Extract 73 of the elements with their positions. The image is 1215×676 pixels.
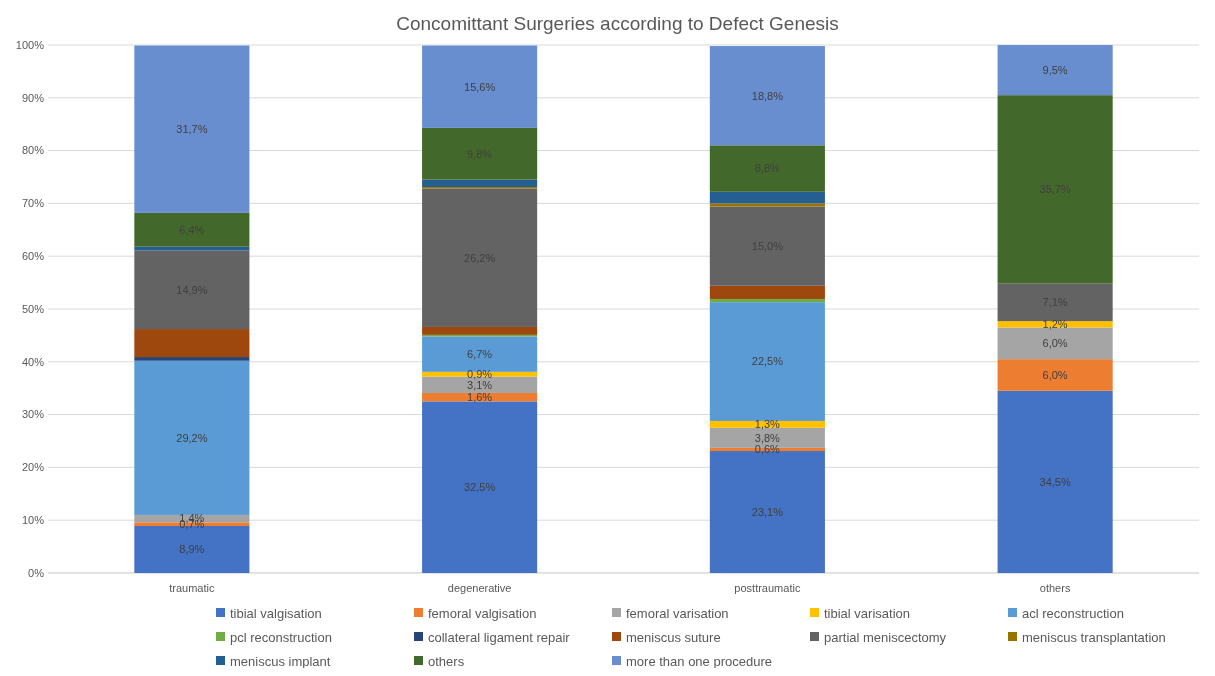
bar bbox=[709, 285, 825, 299]
x-tick-label: others bbox=[1039, 582, 1071, 594]
data-label: 31,7% bbox=[176, 123, 208, 136]
bar bbox=[709, 203, 825, 207]
data-label: 1,3% bbox=[754, 418, 781, 431]
bar bbox=[422, 45, 538, 128]
y-tick-label: 20% bbox=[21, 461, 45, 474]
data-label: 29,2% bbox=[176, 431, 208, 444]
y-tick-label: 60% bbox=[21, 250, 45, 263]
bar bbox=[997, 95, 1113, 284]
data-label: 1,6% bbox=[467, 391, 493, 404]
data-label: 8,9% bbox=[179, 543, 205, 556]
data-label: 3,1% bbox=[467, 378, 493, 391]
legend-label: tibial valgisation bbox=[230, 605, 322, 621]
bar bbox=[709, 302, 825, 421]
bar bbox=[134, 45, 250, 213]
legend-label: pcl reconstruction bbox=[230, 629, 332, 645]
bar bbox=[422, 127, 538, 180]
y-tick-label: 80% bbox=[21, 144, 45, 157]
y-tick-label: 40% bbox=[21, 355, 45, 368]
bar bbox=[709, 298, 825, 303]
bar bbox=[997, 283, 1113, 322]
bar bbox=[709, 191, 825, 204]
bar bbox=[422, 336, 538, 372]
bar bbox=[709, 206, 825, 286]
data-label: 1,2% bbox=[1042, 318, 1068, 331]
data-label: 6,7% bbox=[467, 347, 493, 360]
x-tick-label: degenerative bbox=[447, 582, 512, 594]
bar bbox=[422, 326, 538, 335]
y-tick-label: 100% bbox=[15, 38, 45, 51]
data-label: 9,5% bbox=[1042, 63, 1068, 76]
bar bbox=[134, 360, 250, 515]
bar bbox=[997, 390, 1113, 573]
data-label: 6,0% bbox=[1042, 337, 1068, 350]
legend-label: meniscus implant bbox=[230, 653, 331, 669]
bar bbox=[422, 401, 538, 573]
legend-label: meniscus transplantation bbox=[1022, 629, 1166, 645]
bar bbox=[997, 359, 1113, 391]
bar bbox=[422, 188, 538, 327]
bar bbox=[422, 179, 538, 188]
bar bbox=[134, 357, 250, 361]
bar bbox=[709, 145, 825, 192]
y-tick-label: 30% bbox=[21, 408, 45, 421]
bar bbox=[134, 329, 250, 358]
data-label: 22,5% bbox=[751, 355, 784, 368]
y-tick-label: 70% bbox=[21, 197, 45, 210]
bar bbox=[709, 46, 825, 146]
legend-label: others bbox=[428, 653, 465, 669]
legend-label: partial meniscectomy bbox=[824, 629, 947, 645]
data-label: 3,8% bbox=[754, 431, 781, 444]
data-label: 15,6% bbox=[464, 80, 496, 93]
legend-label: meniscus suture bbox=[626, 629, 721, 645]
y-tick-label: 50% bbox=[21, 302, 45, 315]
data-label: 6,0% bbox=[1042, 368, 1068, 381]
y-tick-label: 0% bbox=[28, 566, 45, 579]
x-tick-label: traumatic bbox=[169, 582, 215, 594]
legend-label: collateral ligament repair bbox=[428, 629, 571, 645]
legend-label: femoral varisation bbox=[626, 605, 729, 621]
data-label: 18,8% bbox=[751, 89, 784, 102]
data-label: 34,5% bbox=[1039, 475, 1071, 488]
legend-label: acl reconstruction bbox=[1022, 605, 1124, 621]
legend-label: femoral valgisation bbox=[428, 605, 537, 621]
data-label: 32,5% bbox=[464, 481, 496, 494]
legend-label: tibial varisation bbox=[824, 605, 910, 621]
y-tick-label: 90% bbox=[21, 91, 45, 104]
data-label: 23,1% bbox=[751, 505, 784, 518]
bar bbox=[134, 250, 250, 330]
legend-label: more than one procedure bbox=[626, 653, 772, 669]
bar bbox=[134, 212, 250, 247]
bar bbox=[997, 45, 1113, 96]
chart-title: Concomittant Surgeries according to Defect Genesis bbox=[396, 13, 839, 34]
x-tick-label: posttraumatic bbox=[734, 582, 801, 594]
y-tick-label: 10% bbox=[21, 514, 45, 527]
